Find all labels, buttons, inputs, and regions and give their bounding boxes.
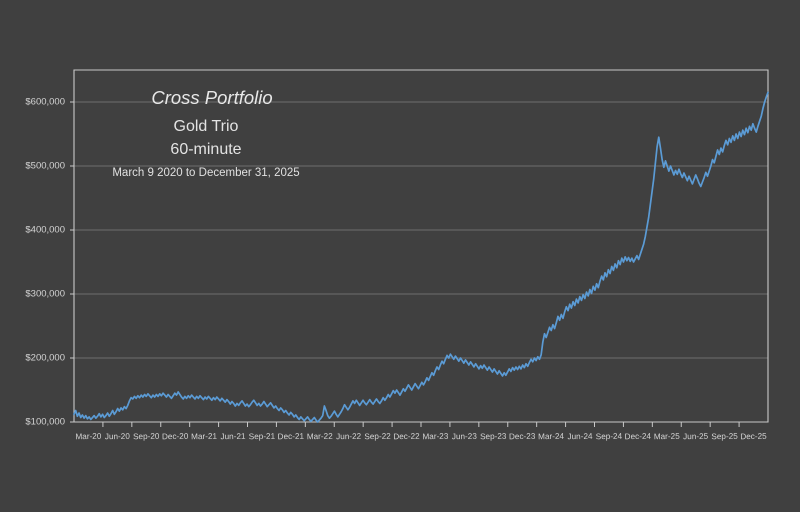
x-axis-tick-label: Mar-21 [191,432,218,441]
y-axis-tick-label: $100,000 [25,417,65,428]
x-axis-tick-label: Dec-20 [162,432,189,441]
chart-title: Cross Portfolio [151,87,272,108]
chart-subtitle-timeframe: 60-minute [170,141,241,158]
x-axis-tick-label: Jun-21 [220,432,246,441]
x-axis-tick-label: Dec-25 [740,432,767,441]
x-axis-tick-label: Sep-22 [364,432,391,441]
chart-subtitle-strategy: Gold Trio [174,118,239,135]
x-axis-labels: Mar-20 Jun-20 Sep-20 Dec-20 Mar-21 Jun-21 Sep-… [75,432,767,441]
x-axis-tick-label: Mar-23 [422,432,449,441]
x-axis-tick-label: Sep-21 [249,432,276,441]
y-axis-labels: $100,000 $200,000 $300,000 $400,000 $500,000… [25,97,74,428]
x-axis-tick-label: Dec-24 [625,432,652,441]
x-axis-tick-label: Sep-23 [480,432,507,441]
x-axis-tick-label: Jun-22 [336,432,362,441]
x-axis-tick-label: Mar-20 [75,432,102,441]
x-axis-tick-label: Dec-23 [509,432,536,441]
x-axis-tick-label: Dec-21 [278,432,305,441]
x-axis-tick-label: Jun-23 [452,432,478,441]
y-axis-tick-label: $400,000 [25,225,65,236]
equity-line-series [73,91,769,423]
x-axis-tick-label: Mar-25 [654,432,681,441]
x-axis-tick-label: Sep-25 [711,432,738,441]
x-axis-tick-label: Jun-25 [683,432,709,441]
chart-subtitle-daterange: March 9 2020 to December 31, 2025 [112,167,299,179]
y-axis-tick-label: $500,000 [25,161,65,172]
y-axis-tick-label: $600,000 [25,97,65,108]
gridlines [74,101,768,359]
plot-frame [73,69,769,423]
x-axis-tick-label: Sep-20 [133,432,160,441]
y-axis-tick-label: $200,000 [25,353,65,364]
x-axis-tick-label: Dec-22 [393,432,420,441]
x-axis-tick-label: Mar-22 [307,432,334,441]
y-axis-tick-label: $300,000 [25,289,65,300]
x-axis-tick-label: Jun-20 [105,432,131,441]
x-axis-ticks [102,422,740,427]
x-axis-tick-label: Mar-24 [538,432,565,441]
x-axis-tick-label: Jun-24 [567,432,593,441]
x-axis-tick-label: Sep-24 [596,432,623,441]
